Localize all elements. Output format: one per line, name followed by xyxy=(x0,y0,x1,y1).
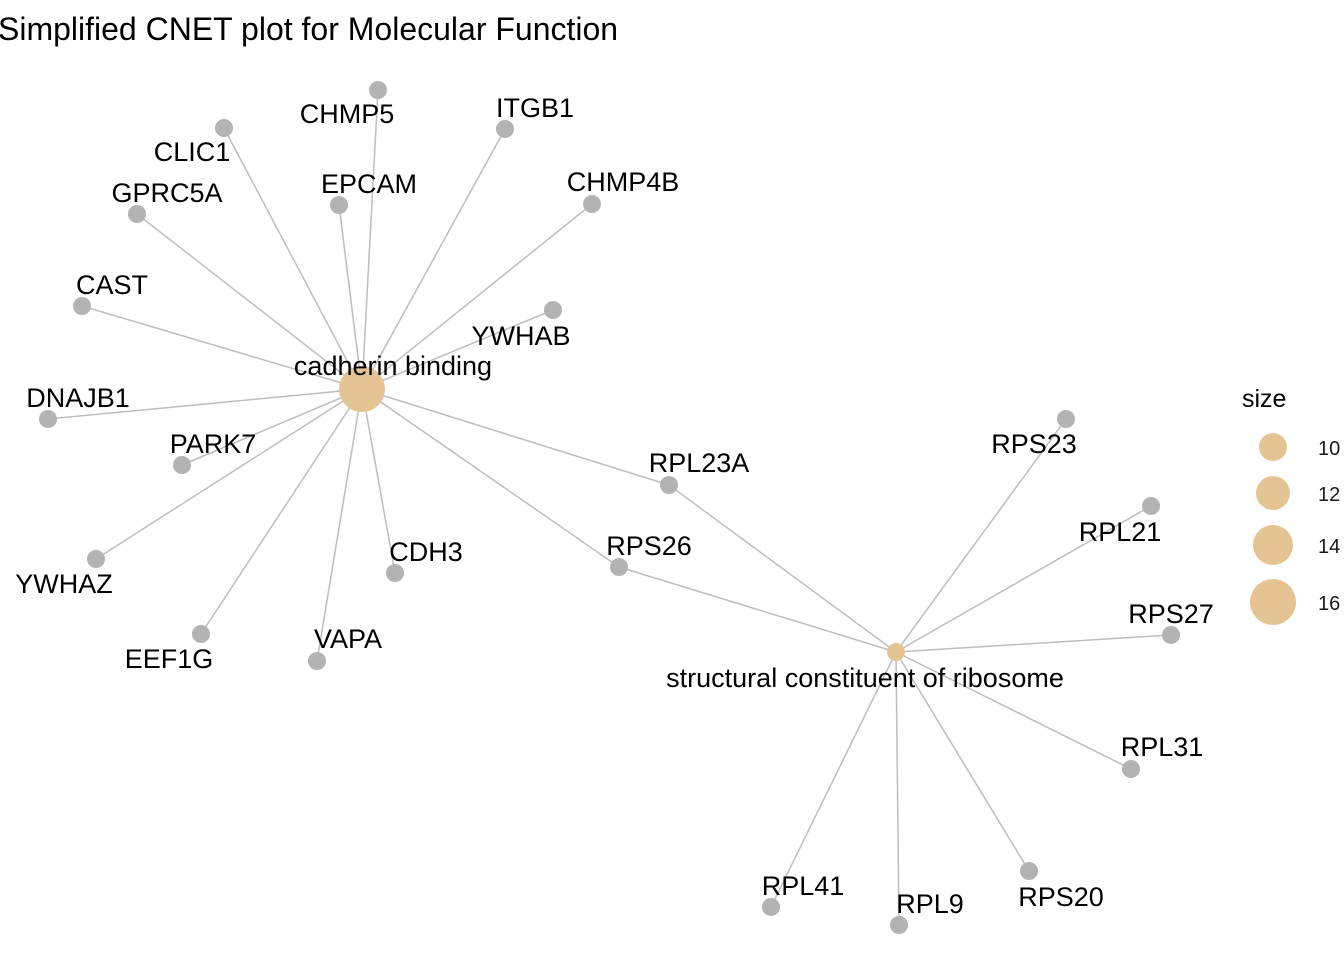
edge-ywhab-cadherin xyxy=(361,309,554,390)
gene-label-cdh3: CDH3 xyxy=(389,537,463,567)
edge-rpl9-ribosome xyxy=(895,651,900,926)
category-label-ribosome: structural constituent of ribosome xyxy=(666,663,1064,693)
edge-rps26-cadherin xyxy=(361,388,620,568)
edge-park7-cadherin xyxy=(181,388,363,466)
gene-node-rpl41 xyxy=(762,898,780,916)
legend-dot-16 xyxy=(1250,579,1296,625)
gene-label-rpl9: RPL9 xyxy=(896,889,964,919)
edge-eef1g-cadherin xyxy=(200,388,363,635)
edge-chmp5-cadherin xyxy=(361,89,379,390)
gene-label-rpl41: RPL41 xyxy=(762,871,845,901)
gene-node-clic1 xyxy=(215,119,233,137)
edge-rpl23a-ribosome xyxy=(668,484,897,653)
edge-epcam-cadherin xyxy=(338,204,363,390)
gene-label-rps26: RPS26 xyxy=(606,531,692,561)
gene-node-rpl31 xyxy=(1122,760,1140,778)
gene-node-rps27 xyxy=(1162,626,1180,644)
gene-node-rpl23a xyxy=(660,476,678,494)
gene-label-ywhaz: YWHAZ xyxy=(15,569,113,599)
edge-rps20-ribosome xyxy=(895,651,1030,872)
gene-node-vapa xyxy=(308,652,326,670)
gene-node-eef1g xyxy=(192,625,210,643)
node-layer xyxy=(39,81,1180,934)
gene-label-eef1g: EEF1G xyxy=(125,644,214,674)
legend-label-10: 10 xyxy=(1318,438,1340,460)
edge-chmp4b-cadherin xyxy=(361,203,593,390)
gene-node-itgb1 xyxy=(496,120,514,138)
plot-title: Simplified CNET plot for Molecular Funct… xyxy=(0,11,618,47)
edge-rps27-ribosome xyxy=(895,634,1172,653)
edge-rps26-ribosome xyxy=(618,566,897,653)
gene-label-rps27: RPS27 xyxy=(1128,599,1214,629)
gene-node-chmp5 xyxy=(369,81,387,99)
gene-node-cdh3 xyxy=(386,564,404,582)
gene-node-rpl21 xyxy=(1142,497,1160,515)
gene-node-chmp4b xyxy=(583,195,601,213)
legend-dot-12 xyxy=(1256,476,1290,510)
gene-label-dnajb1: DNAJB1 xyxy=(26,383,130,413)
gene-node-gprc5a xyxy=(128,205,146,223)
gene-node-ywhaz xyxy=(87,550,105,568)
gene-node-rps20 xyxy=(1020,862,1038,880)
gene-label-clic1: CLIC1 xyxy=(154,137,231,167)
gene-label-cast: CAST xyxy=(76,270,148,300)
edge-cdh3-cadherin xyxy=(361,388,396,574)
size-legend: size 10 12 14 16 xyxy=(1242,385,1340,625)
edge-cast-cadherin xyxy=(81,305,363,390)
gene-node-dnajb1 xyxy=(39,410,57,428)
edge-vapa-cadherin xyxy=(316,388,363,662)
gene-node-cast xyxy=(73,297,91,315)
gene-label-epcam: EPCAM xyxy=(321,169,417,199)
category-node-ribosome xyxy=(887,643,905,661)
gene-label-ywhab: YWHAB xyxy=(471,321,570,351)
gene-node-ywhab xyxy=(544,301,562,319)
legend-dot-14 xyxy=(1253,525,1293,565)
category-node-cadherin xyxy=(339,366,385,412)
gene-node-rps26 xyxy=(610,558,628,576)
edge-gprc5a-cadherin xyxy=(136,213,363,390)
gene-label-chmp4b: CHMP4B xyxy=(567,167,680,197)
edge-ywhaz-cadherin xyxy=(95,388,363,560)
edge-layer xyxy=(47,89,1172,926)
legend-title: size xyxy=(1242,385,1286,413)
gene-label-gprc5a: GPRC5A xyxy=(111,178,222,208)
edge-rpl31-ribosome xyxy=(895,651,1132,770)
edge-itgb1-cadherin xyxy=(361,128,506,390)
edge-dnajb1-cadherin xyxy=(47,388,363,420)
gene-label-park7: PARK7 xyxy=(170,429,257,459)
edge-rpl21-ribosome xyxy=(895,505,1152,653)
gene-label-rpl21: RPL21 xyxy=(1079,517,1162,547)
gene-label-rps20: RPS20 xyxy=(1018,882,1104,912)
gene-node-rpl9 xyxy=(890,916,908,934)
label-layer: CHMP5 ITGB1 CLIC1 EPCAM CHMP4B GPRC5A CAST YWHA… xyxy=(15,93,1214,919)
gene-node-epcam xyxy=(330,196,348,214)
category-label-cadherin: cadherin binding xyxy=(294,351,492,381)
gene-label-chmp5: CHMP5 xyxy=(300,99,395,129)
gene-label-vapa: VAPA xyxy=(314,624,382,654)
gene-label-rpl23a: RPL23A xyxy=(649,448,750,478)
edge-rps23-ribosome xyxy=(895,418,1067,653)
legend-label-14: 14 xyxy=(1318,536,1340,558)
gene-label-rpl31: RPL31 xyxy=(1121,732,1204,762)
edge-clic1-cadherin xyxy=(223,127,363,390)
edge-rpl23a-cadherin xyxy=(361,388,670,486)
edge-rpl41-ribosome xyxy=(770,651,897,908)
legend-dot-10 xyxy=(1259,433,1287,461)
gene-node-park7 xyxy=(173,456,191,474)
legend-label-12: 12 xyxy=(1318,484,1340,506)
gene-label-itgb1: ITGB1 xyxy=(496,93,574,123)
gene-label-rps23: RPS23 xyxy=(991,429,1077,459)
gene-node-rps23 xyxy=(1057,410,1075,428)
legend-label-16: 16 xyxy=(1318,593,1340,615)
